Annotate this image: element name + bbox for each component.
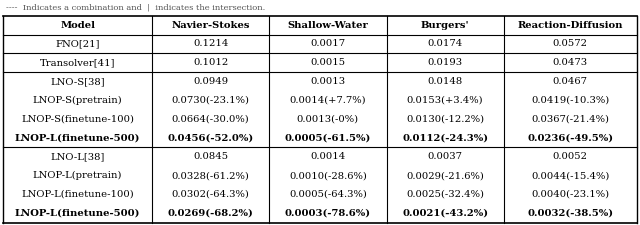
Text: 0.0005(-64.3%): 0.0005(-64.3%) — [289, 190, 367, 199]
Text: LNOP-L(finetune-500): LNOP-L(finetune-500) — [15, 134, 140, 143]
Text: 0.0025(-32.4%): 0.0025(-32.4%) — [406, 190, 484, 199]
Text: 0.0029(-21.6%): 0.0029(-21.6%) — [406, 171, 484, 180]
Text: LNOP-L(finetune-500): LNOP-L(finetune-500) — [15, 209, 140, 218]
Text: 0.1214: 0.1214 — [193, 39, 228, 48]
Text: 0.0021(-43.2%): 0.0021(-43.2%) — [402, 209, 488, 218]
Text: 0.0302(-64.3%): 0.0302(-64.3%) — [172, 190, 250, 199]
Text: 0.0013: 0.0013 — [310, 77, 346, 86]
Text: 0.0367(-21.4%): 0.0367(-21.4%) — [531, 115, 609, 124]
Text: LNOP-L(pretrain): LNOP-L(pretrain) — [33, 171, 122, 180]
Text: 0.0328(-61.2%): 0.0328(-61.2%) — [172, 171, 250, 180]
Text: 0.0467: 0.0467 — [553, 77, 588, 86]
Text: 0.0845: 0.0845 — [193, 152, 228, 161]
Text: 0.0473: 0.0473 — [553, 58, 588, 67]
Text: 0.0003(-78.6%): 0.0003(-78.6%) — [285, 209, 371, 218]
Text: 0.0730(-23.1%): 0.0730(-23.1%) — [172, 96, 250, 105]
Text: FNO[21]: FNO[21] — [56, 39, 100, 48]
Text: 0.0112(-24.3%): 0.0112(-24.3%) — [402, 134, 488, 143]
Text: 0.0664(-30.0%): 0.0664(-30.0%) — [172, 115, 250, 124]
Text: 0.0052: 0.0052 — [553, 152, 588, 161]
Text: 0.0193: 0.0193 — [428, 58, 463, 67]
Text: 0.0037: 0.0037 — [428, 152, 463, 161]
Text: 0.0017: 0.0017 — [310, 39, 346, 48]
Text: 0.0419(-10.3%): 0.0419(-10.3%) — [531, 96, 609, 105]
Text: Burgers': Burgers' — [421, 21, 470, 30]
Text: 0.0130(-12.2%): 0.0130(-12.2%) — [406, 115, 484, 124]
Text: 0.0456(-52.0%): 0.0456(-52.0%) — [168, 134, 254, 143]
Text: 0.0044(-15.4%): 0.0044(-15.4%) — [531, 171, 609, 180]
Text: 0.0236(-49.5%): 0.0236(-49.5%) — [527, 134, 613, 143]
Text: Transolver[41]: Transolver[41] — [40, 58, 115, 67]
Text: LNOP-L(finetune-100): LNOP-L(finetune-100) — [21, 190, 134, 199]
Text: 0.0010(-28.6%): 0.0010(-28.6%) — [289, 171, 367, 180]
Text: LNOP-S(finetune-100): LNOP-S(finetune-100) — [21, 115, 134, 124]
Text: 0.0174: 0.0174 — [428, 39, 463, 48]
Text: Reaction-Diffusion: Reaction-Diffusion — [518, 21, 623, 30]
Text: 0.0269(-68.2%): 0.0269(-68.2%) — [168, 209, 253, 218]
Text: Model: Model — [60, 21, 95, 30]
Text: 0.0013(-0%): 0.0013(-0%) — [297, 115, 359, 124]
Text: 0.0572: 0.0572 — [553, 39, 588, 48]
Text: 0.0040(-23.1%): 0.0040(-23.1%) — [531, 190, 609, 199]
Text: Navier-Stokes: Navier-Stokes — [172, 21, 250, 30]
Text: 0.0014: 0.0014 — [310, 152, 346, 161]
Text: 0.0148: 0.0148 — [428, 77, 463, 86]
Text: LNOP-S(pretrain): LNOP-S(pretrain) — [33, 96, 122, 105]
Text: 0.0153(+3.4%): 0.0153(+3.4%) — [407, 96, 483, 105]
Text: LNO-S[38]: LNO-S[38] — [51, 77, 105, 86]
Text: 0.0949: 0.0949 — [193, 77, 228, 86]
Text: LNO-L[38]: LNO-L[38] — [51, 152, 105, 161]
Text: 0.0032(-38.5%): 0.0032(-38.5%) — [527, 209, 613, 218]
Text: Shallow-Water: Shallow-Water — [287, 21, 369, 30]
Text: 0.0014(+7.7%): 0.0014(+7.7%) — [290, 96, 366, 105]
Text: 0.0005(-61.5%): 0.0005(-61.5%) — [285, 134, 371, 143]
Text: 0.1012: 0.1012 — [193, 58, 228, 67]
Text: ----  Indicates a combination and  |  indicates the intersection.: ---- Indicates a combination and | indic… — [6, 3, 266, 11]
Text: 0.0015: 0.0015 — [310, 58, 346, 67]
